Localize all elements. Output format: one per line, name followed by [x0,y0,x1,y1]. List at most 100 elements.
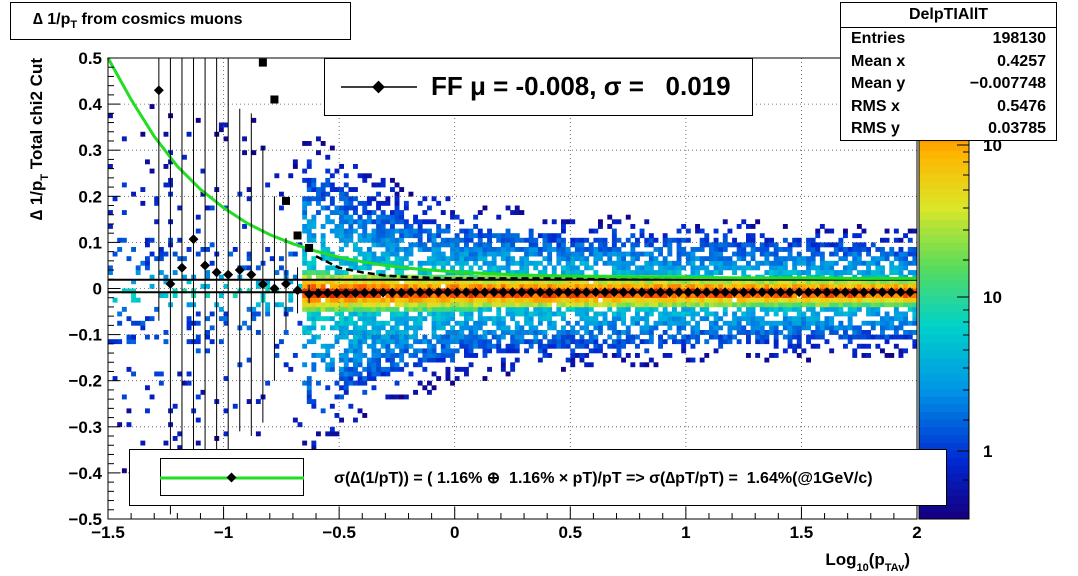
heatmap-cell [903,311,908,317]
heatmap-cell [847,320,853,326]
heatmap-cell [806,316,811,322]
heatmap-cell [685,357,691,363]
heatmap-cell [427,380,432,386]
heatmap-cell [510,242,516,248]
heatmap-cell [316,316,321,322]
heatmap-cell [542,302,548,308]
heatmap-cell [182,274,187,280]
heatmap-cell [542,343,548,349]
heatmap-cell [403,200,409,206]
heatmap-cell [311,339,317,345]
heatmap-cell [759,302,765,308]
heatmap-cell [602,320,608,326]
heatmap-cell [570,265,576,271]
heatmap-cell [782,260,788,266]
heatmap-cell [732,279,737,285]
heatmap-cell [505,242,511,248]
heatmap-cell [630,283,636,289]
heatmap-cell [810,279,816,285]
heatmap-cell [782,265,788,271]
heatmap-cell [302,380,308,386]
heatmap-cell [593,302,599,308]
heatmap-cell [394,302,400,308]
heatmap-cell [306,274,312,280]
heatmap-cell [727,283,733,289]
heatmap-cell [385,297,391,303]
color-scale-step [919,388,969,397]
heatmap-cell [672,270,677,275]
heatmap-cell [403,251,409,257]
heatmap-cell [519,270,525,275]
heatmap-cell [306,270,312,275]
heatmap-cell [815,270,821,275]
heatmap-cell [320,343,326,349]
heatmap-cell [736,339,742,345]
y-tick-label: −0.3 [68,418,102,437]
heatmap-cell [390,242,395,248]
heatmap-cell [339,394,344,400]
heatmap-cell [496,251,502,257]
heatmap-cell [630,316,636,322]
heatmap-cell [223,122,229,128]
heatmap-cell [667,251,673,257]
heatmap-cell [195,334,201,340]
heatmap-cell [556,283,562,289]
heatmap-cell [288,173,294,179]
heatmap-cell [376,293,381,298]
profile-point [729,287,740,298]
heatmap-cell [695,279,700,285]
heatmap-cell [889,283,895,289]
heatmap-cell [510,302,516,308]
heatmap-cell [547,325,553,331]
heatmap-cell [339,357,344,363]
heatmap-cell [343,196,349,202]
color-scale-step [919,334,969,343]
heatmap-cell [648,325,654,331]
heatmap-cell [306,196,312,202]
heatmap-cell [496,316,502,322]
heatmap-cell [810,302,816,308]
heatmap-cell [630,362,636,368]
heatmap-cell [607,247,613,252]
profile-point [877,287,888,298]
heatmap-cell [667,311,673,317]
heatmap-cell [542,256,548,262]
heatmap-cell [357,380,363,386]
heatmap-cell [537,270,543,275]
heatmap-cell [145,265,150,271]
heatmap-cell [417,325,423,331]
heatmap-cell [450,251,455,257]
heatmap-cell [195,440,201,446]
heatmap-cell [390,353,395,358]
color-scale-step [919,180,969,190]
heatmap-cell [722,311,728,317]
heatmap-cell [856,224,862,229]
heatmap-cell [648,260,654,266]
heatmap-cell [709,288,714,294]
profile-point [433,287,444,298]
heatmap-cell [468,311,474,317]
heatmap-cell [431,371,437,377]
heatmap-cell [681,343,687,349]
heatmap-cell [311,403,317,409]
heatmap-cell [510,334,516,340]
heatmap-cell [875,293,881,298]
heatmap-cell [884,293,890,298]
heatmap-cell [519,297,525,303]
heatmap-cell [348,274,354,280]
heatmap-cell [200,389,206,395]
heatmap-cell [704,302,710,308]
heatmap-cell [588,247,594,252]
heatmap-cell [819,265,825,271]
heatmap-cell [639,339,645,345]
heatmap-cell [685,251,691,257]
heatmap-cell [348,339,354,345]
heatmap-cell [163,274,169,280]
heatmap-cell [722,247,728,252]
heatmap-cell [394,330,400,335]
heatmap-cell [464,353,469,358]
heatmap-cell [362,265,368,271]
heatmap-cell [390,366,395,372]
heatmap-cell [833,260,839,266]
heatmap-cell [584,237,590,243]
